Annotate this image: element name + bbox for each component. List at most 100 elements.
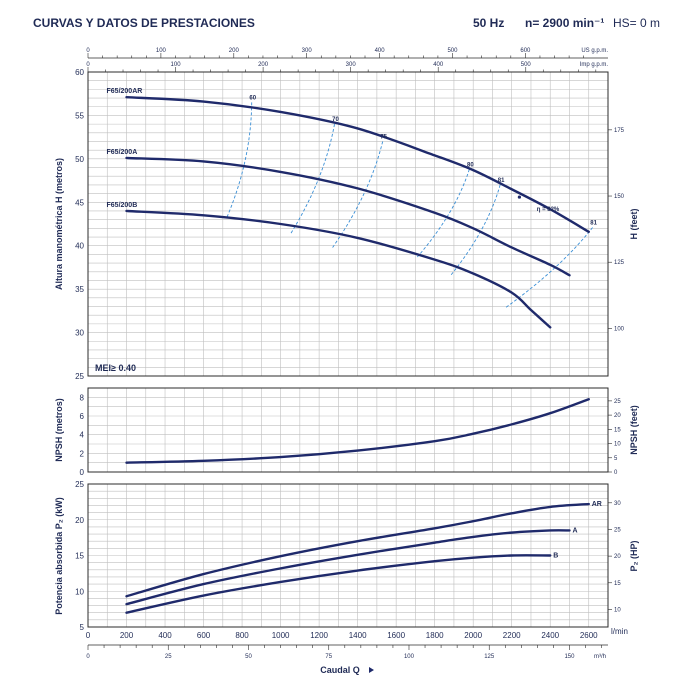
head-y-tick-label: 45 [75,198,84,207]
imp-gpm-axis-label: Imp g.p.m. [580,62,609,68]
npsh-feet-tick-label: 20 [614,413,621,419]
efficiency-label: 81 [590,220,597,226]
x-tick-label: 2600 [580,631,598,640]
power-curve [125,529,571,606]
best-efficiency-point [517,195,522,199]
power-y-tick-label: 10 [75,587,84,596]
power-hp-tick-label: 30 [614,501,621,507]
x-tick-label: 1400 [349,631,367,640]
efficiency-line [289,124,335,235]
npsh-feet-tick-label: 25 [614,399,621,405]
efficiency-label: 70 [332,117,339,123]
head-curve [125,95,590,234]
efficiency-line [226,102,253,219]
x-tick-label: 1600 [387,631,405,640]
head-y-tick-label: 35 [75,285,84,294]
power-curve [125,502,590,598]
x-axis-arrow-icon [369,667,374,673]
us-gpm-tick-label: 200 [229,48,240,54]
power-hp-axis-label: P₂ (HP) [629,540,639,571]
m3h-unit-label: m³/h [594,654,606,660]
head-y-axis-label: Altura manométrica H (metros) [54,158,64,290]
x-tick-label: 1000 [272,631,290,640]
speed-label: n= 2900 min⁻¹ [525,16,605,30]
us-gpm-tick-label: 100 [156,48,167,54]
x-tick-label: 0 [86,631,91,640]
x-tick-label: 600 [197,631,211,640]
npsh-panel-frame [87,387,609,473]
head-curve [125,156,571,277]
efficiency-label: 81 [498,178,505,184]
suction-head-label: HS= 0 m [613,16,661,30]
x-tick-label: 2000 [464,631,482,640]
frequency-label: 50 Hz [473,16,505,30]
head-panel-frame [87,71,609,377]
npsh-y-tick-label: 0 [80,468,85,477]
head-y-tick-label: 50 [75,155,84,164]
x-tick-label: 800 [235,631,249,640]
x-tick-label: 1200 [310,631,328,640]
x-unit-label: l/min [611,627,628,636]
power-curve [125,554,552,614]
m3h-tick-label: 150 [564,654,575,660]
head-y-tick-label: 60 [75,68,84,77]
m3h-tick-label: 100 [404,654,415,660]
frames-layer [87,53,612,650]
head-y-tick-label: 55 [75,111,84,120]
efficiency-line [332,141,384,248]
efficiency-line [416,169,470,258]
power-hp-tick-label: 25 [614,527,621,533]
head-feet-tick-label: 100 [614,326,625,332]
head-feet-tick-label: 175 [614,128,625,134]
npsh-feet-axis-label: NPSH (feet) [629,405,639,455]
efficiency-label: 60 [249,95,256,101]
head-y-tick-label: 40 [75,242,84,251]
head-curve-label: F65/200AR [107,88,143,95]
power-curve-label: AR [592,501,602,508]
power-hp-tick-label: 15 [614,581,621,587]
npsh-feet-tick-label: 15 [614,427,621,433]
head-feet-tick-label: 150 [614,194,625,200]
us-gpm-tick-label: 300 [302,48,313,54]
npsh-y-axis-label: NPSH (metros) [54,398,64,462]
x-tick-label: 400 [158,631,172,640]
power-panel-frame [87,483,609,628]
efficiency-label: 75 [380,134,387,140]
head-curve-label: F65/200A [107,149,138,156]
m3h-tick-label: 0 [86,654,90,660]
imp-gpm-tick-label: 500 [521,62,532,68]
power-y-tick-label: 20 [75,516,84,525]
curves-layer [125,95,590,614]
npsh-y-tick-label: 2 [80,449,85,458]
us-gpm-tick-label: 500 [447,48,458,54]
power-curve-label: B [553,553,558,560]
power-curve-label: A [572,527,577,534]
head-feet-axis-label: H (feet) [629,208,639,239]
imp-gpm-tick-label: 0 [86,62,90,68]
npsh-feet-tick-label: 0 [614,470,618,476]
power-y-tick-label: 5 [80,623,85,632]
power-hp-tick-label: 10 [614,607,621,613]
power-y-tick-label: 15 [75,552,84,561]
head-y-tick-label: 25 [75,372,84,381]
power-y-tick-label: 25 [75,480,84,489]
efficiency-line [505,227,593,308]
m3h-tick-label: 50 [245,654,252,660]
npsh-y-tick-label: 4 [80,431,85,440]
imp-gpm-tick-label: 400 [433,62,444,68]
us-gpm-tick-label: 400 [375,48,386,54]
imp-gpm-tick-label: 100 [171,62,182,68]
page-title: CURVAS Y DATOS DE PRESTACIONES [33,16,255,30]
m3h-tick-label: 25 [165,654,172,660]
x-tick-label: 2400 [541,631,559,640]
head-y-tick-label: 30 [75,329,84,338]
efficiency-label: 80 [467,162,474,168]
npsh-feet-tick-label: 10 [614,442,621,448]
efficiency-max-label: η = 82% [537,207,560,213]
head-feet-tick-label: 125 [614,260,625,266]
m3h-tick-label: 125 [484,654,495,660]
us-gpm-tick-label: 0 [86,48,90,54]
npsh-feet-tick-label: 5 [614,456,618,462]
power-y-axis-label: Potencia absorbida P₂ (kW) [54,497,64,615]
